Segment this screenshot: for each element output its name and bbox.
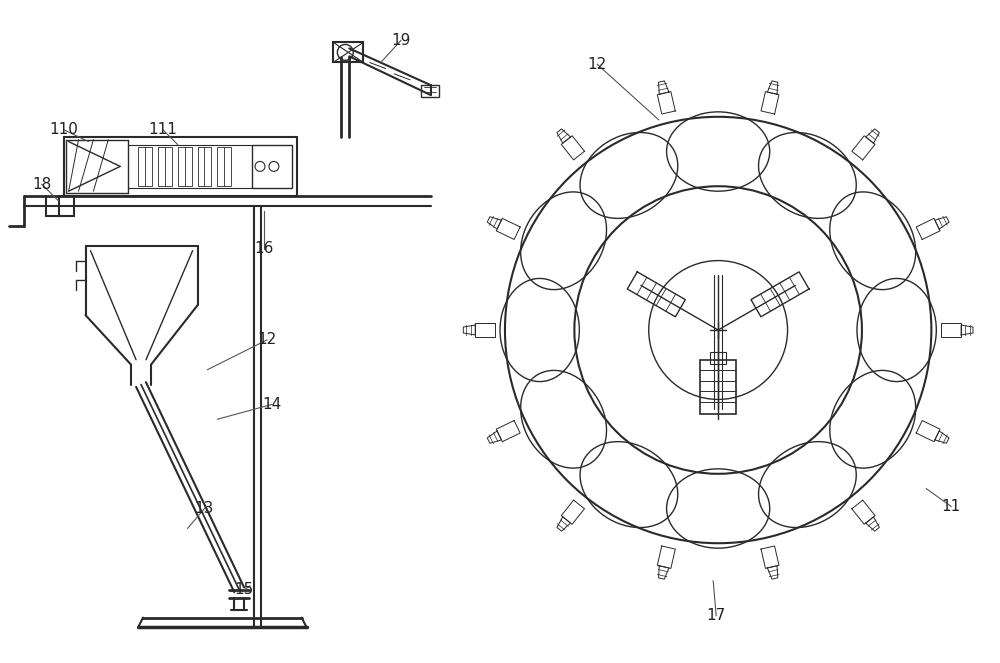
Text: 14: 14	[262, 397, 282, 412]
Bar	[158, 147, 172, 186]
Text: 110: 110	[49, 122, 78, 137]
Bar	[700, 360, 736, 414]
Text: 18: 18	[32, 177, 51, 192]
Text: 12: 12	[257, 332, 277, 347]
Bar	[252, 145, 292, 188]
Text: 19: 19	[391, 33, 411, 48]
Bar	[59, 196, 74, 216]
Text: 15: 15	[235, 582, 254, 597]
Bar	[217, 147, 231, 186]
Bar	[138, 147, 152, 186]
Text: 11: 11	[942, 499, 961, 514]
Bar	[198, 147, 211, 186]
Bar	[710, 352, 726, 364]
Bar	[333, 42, 363, 62]
Text: 13: 13	[195, 501, 214, 516]
Text: 12: 12	[588, 57, 607, 72]
Text: 111: 111	[148, 122, 177, 137]
Text: 17: 17	[707, 608, 726, 623]
Bar	[178, 147, 192, 186]
Bar	[421, 85, 439, 97]
Text: 16: 16	[254, 241, 274, 256]
